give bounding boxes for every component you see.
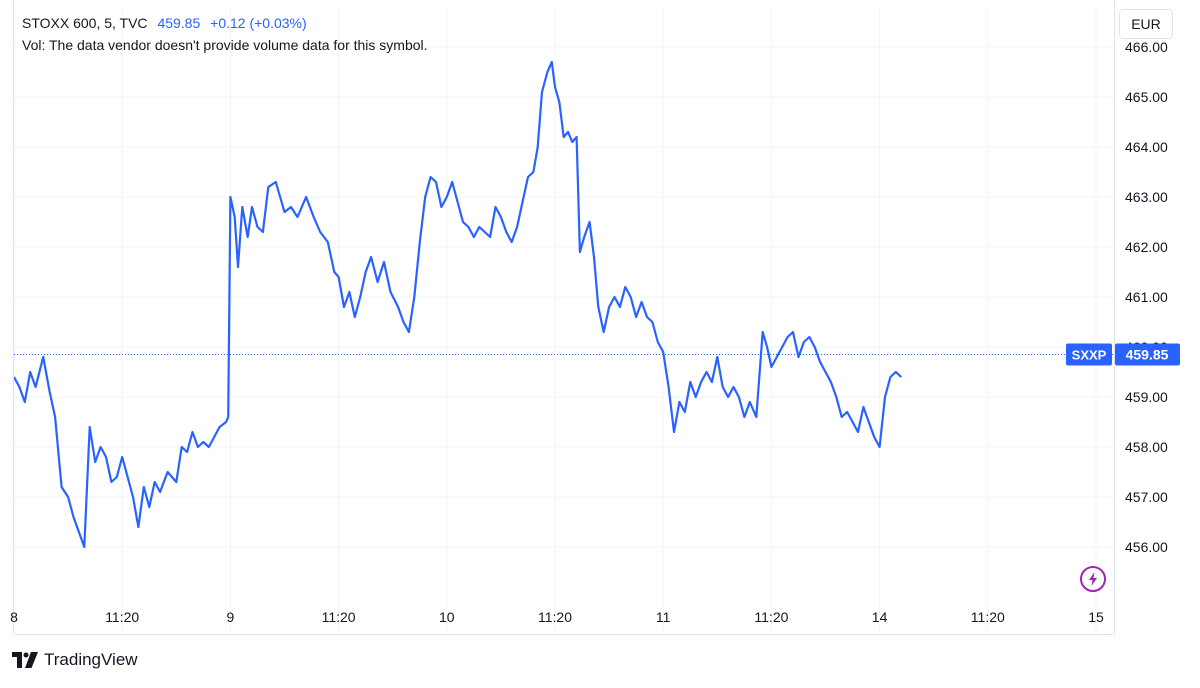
currency-button[interactable]: EUR bbox=[1119, 9, 1173, 39]
axes: 456.00457.00458.00459.00460.00461.00462.… bbox=[10, 0, 1180, 635]
y-tick-label: 463.00 bbox=[1125, 189, 1168, 205]
symbol-label[interactable]: STOXX 600, 5, TVC bbox=[22, 15, 148, 31]
y-tick-label: 458.00 bbox=[1125, 439, 1168, 455]
y-tick-label: 461.00 bbox=[1125, 289, 1168, 305]
ticker-tag-label: SXXP bbox=[1072, 348, 1107, 363]
last-price: 459.85 bbox=[157, 15, 201, 31]
y-tick-label: 462.00 bbox=[1125, 239, 1168, 255]
y-tick-label: 456.00 bbox=[1125, 539, 1168, 555]
tradingview-logo[interactable]: TradingView bbox=[12, 648, 138, 672]
x-tick-label: 15 bbox=[1088, 609, 1104, 625]
brand-name: TradingView bbox=[44, 650, 138, 669]
y-tick-label: 464.00 bbox=[1125, 139, 1168, 155]
x-tick-label: 11:20 bbox=[105, 609, 139, 625]
x-tick-label: 11 bbox=[656, 609, 671, 625]
tradingview-logo-icon bbox=[12, 652, 38, 668]
bolt-icon[interactable] bbox=[1080, 566, 1106, 592]
x-tick-label: 14 bbox=[872, 609, 888, 625]
bolt-glyph bbox=[1089, 572, 1097, 586]
x-tick-label: 8 bbox=[10, 609, 18, 625]
price-series-line bbox=[13, 60, 902, 549]
x-tick-label: 11:20 bbox=[538, 609, 572, 625]
price-change: +0.12 (+0.03%) bbox=[210, 15, 307, 31]
y-tick-label: 459.00 bbox=[1125, 389, 1168, 405]
series-layer bbox=[13, 60, 1114, 549]
x-tick-label: 11:20 bbox=[754, 609, 788, 625]
ticker-tag-bg bbox=[1066, 343, 1112, 366]
x-tick-label: 9 bbox=[227, 609, 235, 625]
y-tick-label: 457.00 bbox=[1125, 489, 1168, 505]
x-tick-label: 10 bbox=[439, 609, 455, 625]
price-tag-bg bbox=[1115, 343, 1180, 366]
y-tick-label: 465.00 bbox=[1125, 89, 1168, 105]
chart-legend: STOXX 600, 5, TVC 459.85 +0.12 (+0.03%) … bbox=[22, 12, 428, 56]
legend-main-row: STOXX 600, 5, TVC 459.85 +0.12 (+0.03%) bbox=[22, 12, 428, 34]
price-tag-label: 459.85 bbox=[1126, 347, 1169, 363]
y-tick-label: 466.00 bbox=[1125, 39, 1168, 55]
grid-lines bbox=[13, 8, 1114, 634]
x-tick-label: 11:20 bbox=[322, 609, 356, 625]
volume-note: Vol: The data vendor doesn't provide vol… bbox=[22, 37, 428, 53]
x-tick-label: 11:20 bbox=[971, 609, 1005, 625]
